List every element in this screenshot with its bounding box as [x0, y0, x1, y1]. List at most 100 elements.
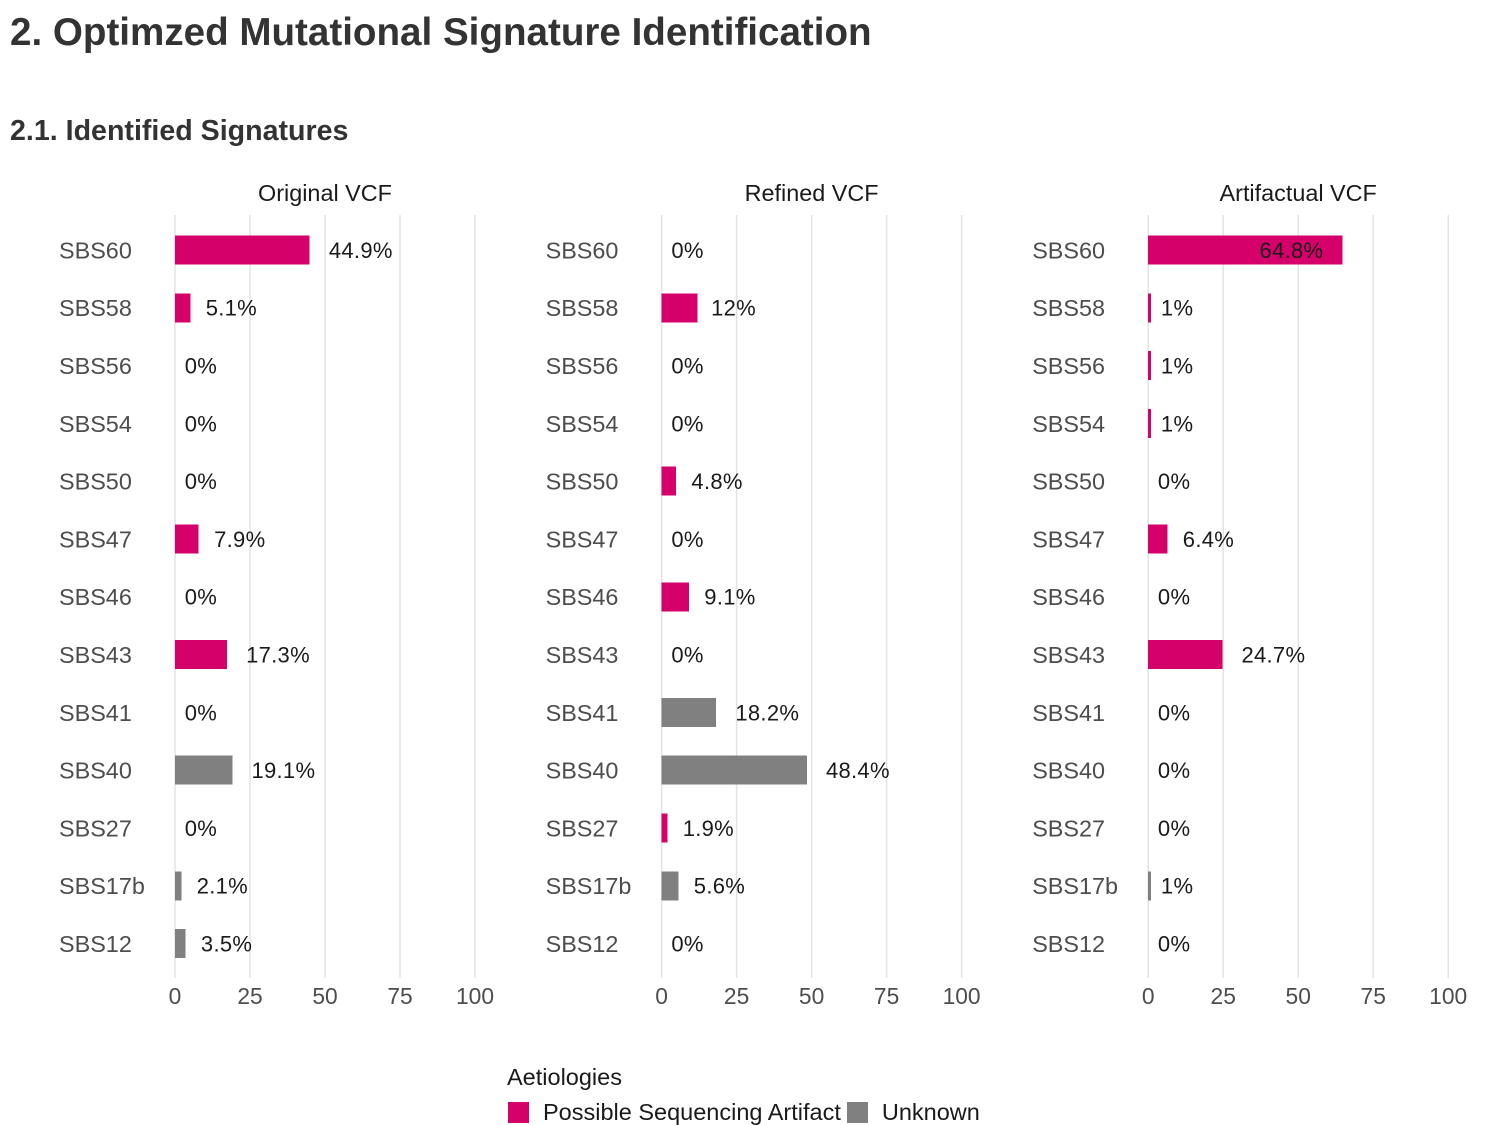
signature-label: SBS12 — [546, 931, 619, 957]
legend-item-label: Unknown — [881, 1098, 980, 1125]
signature-label: SBS43 — [1032, 642, 1105, 668]
legend-color-key — [508, 1101, 529, 1123]
signature-label: SBS46 — [59, 584, 132, 610]
x-tick-label: 75 — [1361, 983, 1386, 1009]
x-tick-label: 100 — [1429, 983, 1467, 1009]
signature-bar — [661, 293, 698, 323]
bar-value-label: 18.2% — [735, 700, 799, 725]
bar-value-label: 0% — [185, 700, 217, 725]
legend-color-key — [846, 1101, 868, 1123]
bar-value-label: 0% — [185, 585, 217, 610]
signature-label: SBS40 — [59, 758, 132, 784]
signature-label: SBS27 — [546, 815, 619, 841]
signature-bar — [175, 755, 233, 785]
signature-label: SBS54 — [59, 411, 132, 437]
bar-value-label: 0% — [671, 932, 703, 957]
bar-value-label: 0% — [1158, 932, 1190, 957]
bar-value-label: 0% — [1158, 758, 1190, 783]
signature-bar — [1148, 871, 1152, 901]
signature-label: SBS41 — [546, 700, 619, 726]
signature-label: SBS58 — [59, 295, 132, 321]
signature-label: SBS50 — [546, 469, 619, 495]
signature-label: SBS47 — [59, 526, 132, 552]
signature-label: SBS60 — [546, 237, 619, 263]
legend: Aetiologies Possible Sequencing Artifact… — [507, 1065, 985, 1125]
x-tick-label: 0 — [1142, 983, 1155, 1009]
signature-label: SBS58 — [546, 295, 619, 321]
signature-label: SBS41 — [59, 700, 132, 726]
facet-panel: Artifactual VCF 0 25 50 75 100 SBS60 64.8% SBS58… — [1032, 180, 1467, 1009]
bar-value-label: 0% — [185, 469, 217, 494]
signature-label: SBS12 — [59, 931, 132, 957]
signature-label: SBS56 — [1032, 353, 1105, 379]
signature-bar — [1148, 293, 1152, 323]
bar-value-label: 4.8% — [691, 469, 742, 494]
bar-value-label: 3.5% — [201, 932, 252, 957]
bar-value-label: 48.4% — [826, 758, 890, 783]
bar-value-label: 0% — [185, 411, 217, 436]
bar-value-label: 0% — [1158, 469, 1190, 494]
signature-label: SBS27 — [59, 815, 132, 841]
signature-label: SBS43 — [59, 642, 132, 668]
bar-value-label: 19.1% — [251, 758, 315, 783]
bar-value-label: 1% — [1161, 354, 1193, 379]
bar-value-label: 1% — [1161, 411, 1193, 436]
bar-value-label: 44.9% — [329, 238, 393, 263]
legend-item-possible-sequencing-artifact: Possible Sequencing Artifact — [507, 1100, 841, 1125]
bar-value-label: 5.6% — [694, 874, 745, 899]
bar-value-label: 24.7% — [1241, 643, 1305, 668]
x-tick-label: 75 — [387, 983, 412, 1009]
x-tick-label: 25 — [1211, 983, 1236, 1009]
signature-label: SBS58 — [1032, 295, 1105, 321]
bar-value-label: 7.9% — [214, 527, 265, 552]
bar-value-label: 0% — [671, 643, 703, 668]
signature-label: SBS40 — [1032, 758, 1105, 784]
signature-label: SBS12 — [1032, 931, 1105, 957]
legend-items: Possible Sequencing Artifact Unknown — [507, 1098, 985, 1125]
x-tick-label: 25 — [724, 983, 749, 1009]
signature-bar — [1148, 235, 1343, 265]
signature-label: SBS54 — [1032, 411, 1105, 437]
signature-bar — [1148, 640, 1223, 670]
bar-value-label: 0% — [1158, 700, 1190, 725]
bar-value-label: 64.8% — [1260, 238, 1324, 263]
signature-label: SBS60 — [59, 237, 132, 263]
x-tick-label: 100 — [456, 983, 494, 1009]
signature-bar — [175, 524, 199, 554]
bar-value-label: 6.4% — [1183, 527, 1234, 552]
bar-value-label: 12% — [711, 296, 756, 321]
x-tick-label: 50 — [1286, 983, 1311, 1009]
signature-label: SBS56 — [59, 353, 132, 379]
signature-bar — [661, 871, 679, 901]
page-title: 2. Optimzed Mutational Signature Identif… — [10, 11, 872, 54]
signature-label: SBS17b — [546, 873, 632, 899]
signature-bar — [661, 466, 676, 496]
signature-label: SBS43 — [546, 642, 619, 668]
signature-label: SBS47 — [1032, 526, 1105, 552]
x-tick-label: 25 — [237, 983, 262, 1009]
bar-value-label: 0% — [1158, 816, 1190, 841]
facet-panel: Refined VCF 0 25 50 75 100 SBS60 0% SBS58 12% SBS5… — [546, 180, 981, 1009]
bar-value-label: 0% — [671, 527, 703, 552]
x-tick-label: 0 — [655, 983, 668, 1009]
signature-label: SBS17b — [59, 873, 145, 899]
signature-label: SBS50 — [59, 469, 132, 495]
signature-label: SBS47 — [546, 526, 619, 552]
signature-bar — [175, 235, 310, 265]
signature-bar — [175, 871, 182, 901]
signature-bar — [661, 755, 807, 785]
bar-value-label: 0% — [671, 411, 703, 436]
signature-bar — [661, 813, 668, 843]
signature-label: SBS56 — [546, 353, 619, 379]
facet-panel: Original VCF 0 25 50 75 100 SBS60 44.9% SBS58 5.1… — [59, 180, 494, 1009]
signature-bar — [661, 697, 717, 727]
x-tick-label: 50 — [312, 983, 337, 1009]
x-tick-label: 75 — [874, 983, 899, 1009]
signature-bar — [1148, 351, 1152, 381]
section-title: 2.1. Identified Signatures — [10, 115, 349, 147]
bar-value-label: 0% — [185, 354, 217, 379]
signature-label: SBS46 — [1032, 584, 1105, 610]
bar-value-label: 1.9% — [683, 816, 734, 841]
bar-value-label: 0% — [185, 816, 217, 841]
